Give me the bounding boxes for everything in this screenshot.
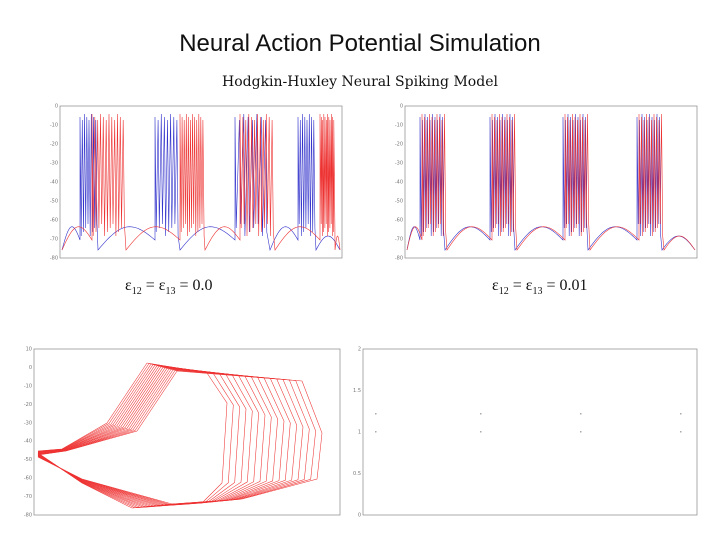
axis-frame [59, 105, 343, 259]
y-tick-label: -80 [50, 256, 58, 262]
voltage-trace-uncoupled-svg: 0 -10 -20 -30 -40 -50 -60 -70 -80 [50, 104, 343, 262]
phase-loop-curve [37, 368, 291, 506]
phase-loop-curve [37, 370, 316, 505]
phase-loop-curve [37, 365, 266, 507]
y-tick-label: -80 [395, 256, 403, 262]
blue-voltage-trace [406, 113, 696, 251]
y-tick-label: -50 [395, 199, 403, 205]
epsilon-symbol: ε [125, 277, 132, 294]
phase-portrait-plot: 10 0 -10 -20 -30 -40 -50 -60 -70 -80 [22, 343, 342, 523]
y-tick-label: -80 [24, 513, 32, 519]
raster-mark [680, 431, 682, 433]
raster-mark [375, 431, 377, 433]
y-tick-label: -10 [395, 123, 403, 129]
spike-raster-plot: 2 1.5 1 0.5 0 [345, 343, 705, 523]
phase-loop-curve [37, 367, 278, 507]
phase-loop-curve [37, 369, 304, 506]
slide-subtitle: Hodgkin-Huxley Neural Spiking Model [222, 74, 498, 90]
y-tick-label: -70 [395, 237, 403, 243]
y-tick-label: -40 [24, 439, 32, 445]
phase-loop-curve [37, 370, 323, 505]
spike-raster-svg: 2 1.5 1 0.5 0 [353, 347, 698, 519]
phase-loop-curve [37, 369, 310, 505]
voltage-trace-uncoupled-plot: 0 -10 -20 -30 -40 -50 -60 -70 -80 [30, 100, 350, 270]
y-tick-label: -50 [50, 199, 58, 205]
y-tick-label: 0.5 [353, 471, 361, 477]
y-tick-label: -60 [395, 218, 403, 224]
phase-loop-curve [37, 366, 272, 507]
y-tick-label: 0 [400, 104, 403, 110]
phase-portrait-svg: 10 0 -10 -20 -30 -40 -50 -60 -70 -80 [24, 347, 341, 519]
y-tick-label: -30 [24, 420, 32, 426]
y-tick-label: 1.5 [353, 388, 361, 394]
raster-mark [375, 413, 377, 415]
slide-title: Neural Action Potential Simulation [179, 30, 541, 57]
y-tick-label: -40 [395, 180, 403, 186]
blue-voltage-trace [61, 113, 341, 252]
axis-frame [362, 348, 698, 516]
y-tick-label: -70 [24, 494, 32, 500]
y-tick-label: 0 [358, 513, 361, 519]
y-tick-label: -30 [50, 161, 58, 167]
y-tick-label: -70 [50, 237, 58, 243]
y-tick-label: -60 [24, 476, 32, 482]
caption-coupled: ε12 = ε13 = 0.01 [492, 277, 588, 298]
y-tick-label: 0 [29, 365, 32, 371]
caption-uncoupled: ε12 = ε13 = 0.0 [125, 277, 213, 298]
y-tick-label: 0 [55, 104, 58, 110]
axis-frame [33, 348, 341, 516]
phase-loop-curve [37, 368, 297, 506]
voltage-trace-coupled-svg: 0 -10 -20 -30 -40 -50 -60 -70 -80 [395, 104, 698, 262]
y-tick-label: 2 [358, 347, 361, 353]
raster-mark [480, 431, 482, 433]
phase-loop-curve [37, 364, 247, 508]
raster-mark [580, 413, 582, 415]
phase-loop-curve [37, 364, 253, 508]
red-voltage-trace [406, 113, 696, 251]
y-tick-label: -50 [24, 457, 32, 463]
raster-mark [480, 413, 482, 415]
y-tick-label: -10 [50, 123, 58, 129]
voltage-trace-coupled-plot: 0 -10 -20 -30 -40 -50 -60 -70 -80 [375, 100, 705, 270]
y-tick-label: 1 [358, 430, 361, 436]
y-tick-label: 10 [26, 347, 32, 353]
y-tick-label: -20 [50, 142, 58, 148]
raster-mark [680, 413, 682, 415]
epsilon-symbol: ε [492, 277, 499, 294]
phase-loop-curve [37, 363, 234, 508]
y-tick-label: -20 [395, 142, 403, 148]
phase-loop-curve [37, 367, 285, 506]
red-voltage-trace [61, 113, 341, 252]
phase-loop-curve [37, 362, 228, 509]
y-tick-label: -10 [24, 383, 32, 389]
axis-frame [404, 105, 698, 259]
y-tick-label: -20 [24, 402, 32, 408]
phase-loop-curve [37, 363, 240, 508]
phase-loop-curve [37, 365, 259, 507]
raster-mark [580, 431, 582, 433]
y-tick-label: -40 [50, 180, 58, 186]
y-tick-label: -60 [50, 218, 58, 224]
y-tick-label: -30 [395, 161, 403, 167]
